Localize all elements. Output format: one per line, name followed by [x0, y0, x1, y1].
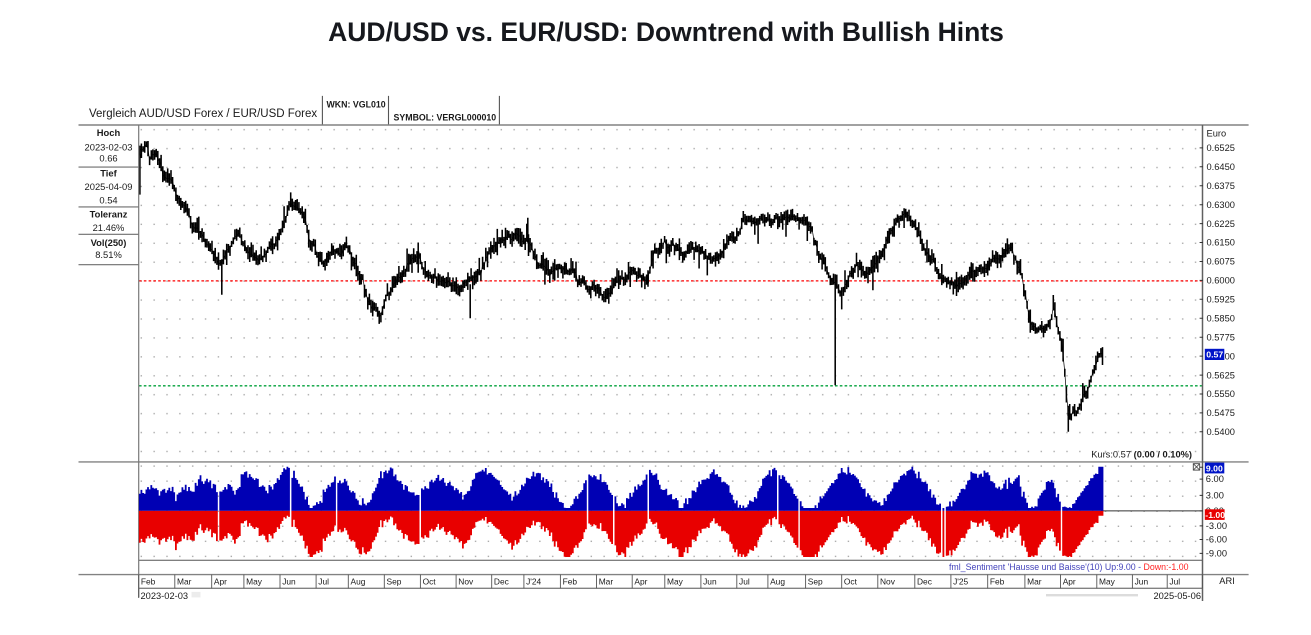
svg-text:Apr: Apr — [1063, 577, 1076, 587]
svg-text:Feb: Feb — [563, 577, 578, 587]
svg-text:Mar: Mar — [177, 577, 192, 587]
svg-text:Mar: Mar — [599, 577, 614, 587]
svg-text:0.6150: 0.6150 — [1207, 238, 1235, 248]
svg-text:ARI: ARI — [1219, 576, 1235, 586]
svg-text:0.6525: 0.6525 — [1207, 143, 1235, 153]
svg-text:Jul: Jul — [739, 577, 750, 587]
svg-text:Nov: Nov — [458, 577, 474, 587]
svg-text:Sep: Sep — [387, 577, 402, 587]
svg-text:SYMBOL: VERGL000010: SYMBOL: VERGL000010 — [394, 113, 497, 123]
svg-text:0.5850: 0.5850 — [1207, 314, 1235, 324]
svg-text:2025-05-06: 2025-05-06 — [1153, 591, 1201, 601]
svg-text:Dec: Dec — [917, 577, 932, 587]
svg-text:Jun: Jun — [703, 577, 717, 587]
svg-text:WKN: VGL010: WKN: VGL010 — [327, 100, 386, 110]
svg-text:Dec: Dec — [494, 577, 509, 587]
svg-text:0.5625: 0.5625 — [1207, 370, 1235, 380]
svg-text:0.6300: 0.6300 — [1207, 200, 1235, 210]
svg-text:0.5925: 0.5925 — [1207, 295, 1235, 305]
svg-text:2023-02-03: 2023-02-03 — [141, 591, 189, 601]
svg-text:0.54: 0.54 — [99, 195, 117, 206]
svg-text:2023-02-03: 2023-02-03 — [85, 141, 133, 152]
svg-text:Aug: Aug — [770, 577, 785, 587]
svg-text:0.6225: 0.6225 — [1207, 219, 1235, 229]
svg-text:0.57: 0.57 — [1206, 350, 1223, 360]
svg-text:21.46%: 21.46% — [93, 222, 125, 233]
svg-text:-9.00: -9.00 — [1206, 549, 1227, 559]
svg-text:Jul: Jul — [1169, 577, 1180, 587]
svg-text:0.5550: 0.5550 — [1207, 389, 1235, 399]
svg-text:Feb: Feb — [141, 577, 156, 587]
svg-text:0.6375: 0.6375 — [1207, 181, 1235, 191]
svg-text:0.6450: 0.6450 — [1207, 162, 1235, 172]
svg-text:3.00: 3.00 — [1206, 491, 1224, 501]
svg-text:-1.00: -1.00 — [1205, 510, 1225, 520]
svg-text:J'24: J'24 — [526, 577, 541, 587]
svg-text:0.6000: 0.6000 — [1207, 276, 1235, 286]
svg-text:Jun: Jun — [282, 577, 296, 587]
svg-text:Nov: Nov — [880, 577, 896, 587]
svg-text:Apr: Apr — [214, 577, 227, 587]
svg-text:0.5775: 0.5775 — [1207, 332, 1235, 342]
svg-text:0.5400: 0.5400 — [1207, 427, 1235, 437]
svg-text:0.66: 0.66 — [99, 153, 117, 164]
svg-text:Vol(250): Vol(250) — [91, 237, 127, 248]
svg-text:Oct: Oct — [423, 577, 437, 587]
svg-text:9.00: 9.00 — [1206, 463, 1223, 473]
svg-text:Euro: Euro — [1207, 128, 1227, 138]
svg-text:Kurs:0.57 (0.00 / 0.10%): Kurs:0.57 (0.00 / 0.10%) — [1091, 450, 1192, 460]
svg-text:Feb: Feb — [990, 577, 1005, 587]
svg-text:Jun: Jun — [1135, 577, 1149, 587]
svg-text:8.51%: 8.51% — [95, 249, 122, 260]
svg-text:fml_Sentiment 'Hausse und Bais: fml_Sentiment 'Hausse und Baisse'(10) Up… — [949, 562, 1189, 572]
svg-text:2025-04-09: 2025-04-09 — [85, 181, 133, 192]
svg-text:Vergleich AUD/USD Forex / EUR/: Vergleich AUD/USD Forex / EUR/USD Forex — [89, 108, 317, 120]
svg-text:Apr: Apr — [634, 577, 647, 587]
svg-text:0.6075: 0.6075 — [1207, 257, 1235, 267]
svg-text:J'25: J'25 — [953, 577, 968, 587]
svg-text:Sep: Sep — [808, 577, 823, 587]
svg-text:AUD/USD vs. EUR/USD: Downtrend: AUD/USD vs. EUR/USD: Downtrend with Bull… — [328, 17, 1004, 47]
svg-text:Aug: Aug — [351, 577, 366, 587]
svg-text:-3.00: -3.00 — [1206, 521, 1227, 531]
svg-text:Tief: Tief — [100, 168, 117, 179]
svg-text:6.00: 6.00 — [1206, 474, 1224, 484]
svg-text:Jul: Jul — [318, 577, 329, 587]
svg-text:Oct: Oct — [844, 577, 858, 587]
svg-text:May: May — [667, 577, 684, 587]
svg-text:May: May — [1099, 577, 1116, 587]
svg-text:Toleranz: Toleranz — [90, 208, 128, 219]
svg-text:0.5475: 0.5475 — [1207, 408, 1235, 418]
svg-text:Mar: Mar — [1027, 577, 1042, 587]
svg-text:Hoch: Hoch — [97, 127, 121, 138]
svg-text:-6.00: -6.00 — [1206, 535, 1227, 545]
svg-text:May: May — [246, 577, 263, 587]
